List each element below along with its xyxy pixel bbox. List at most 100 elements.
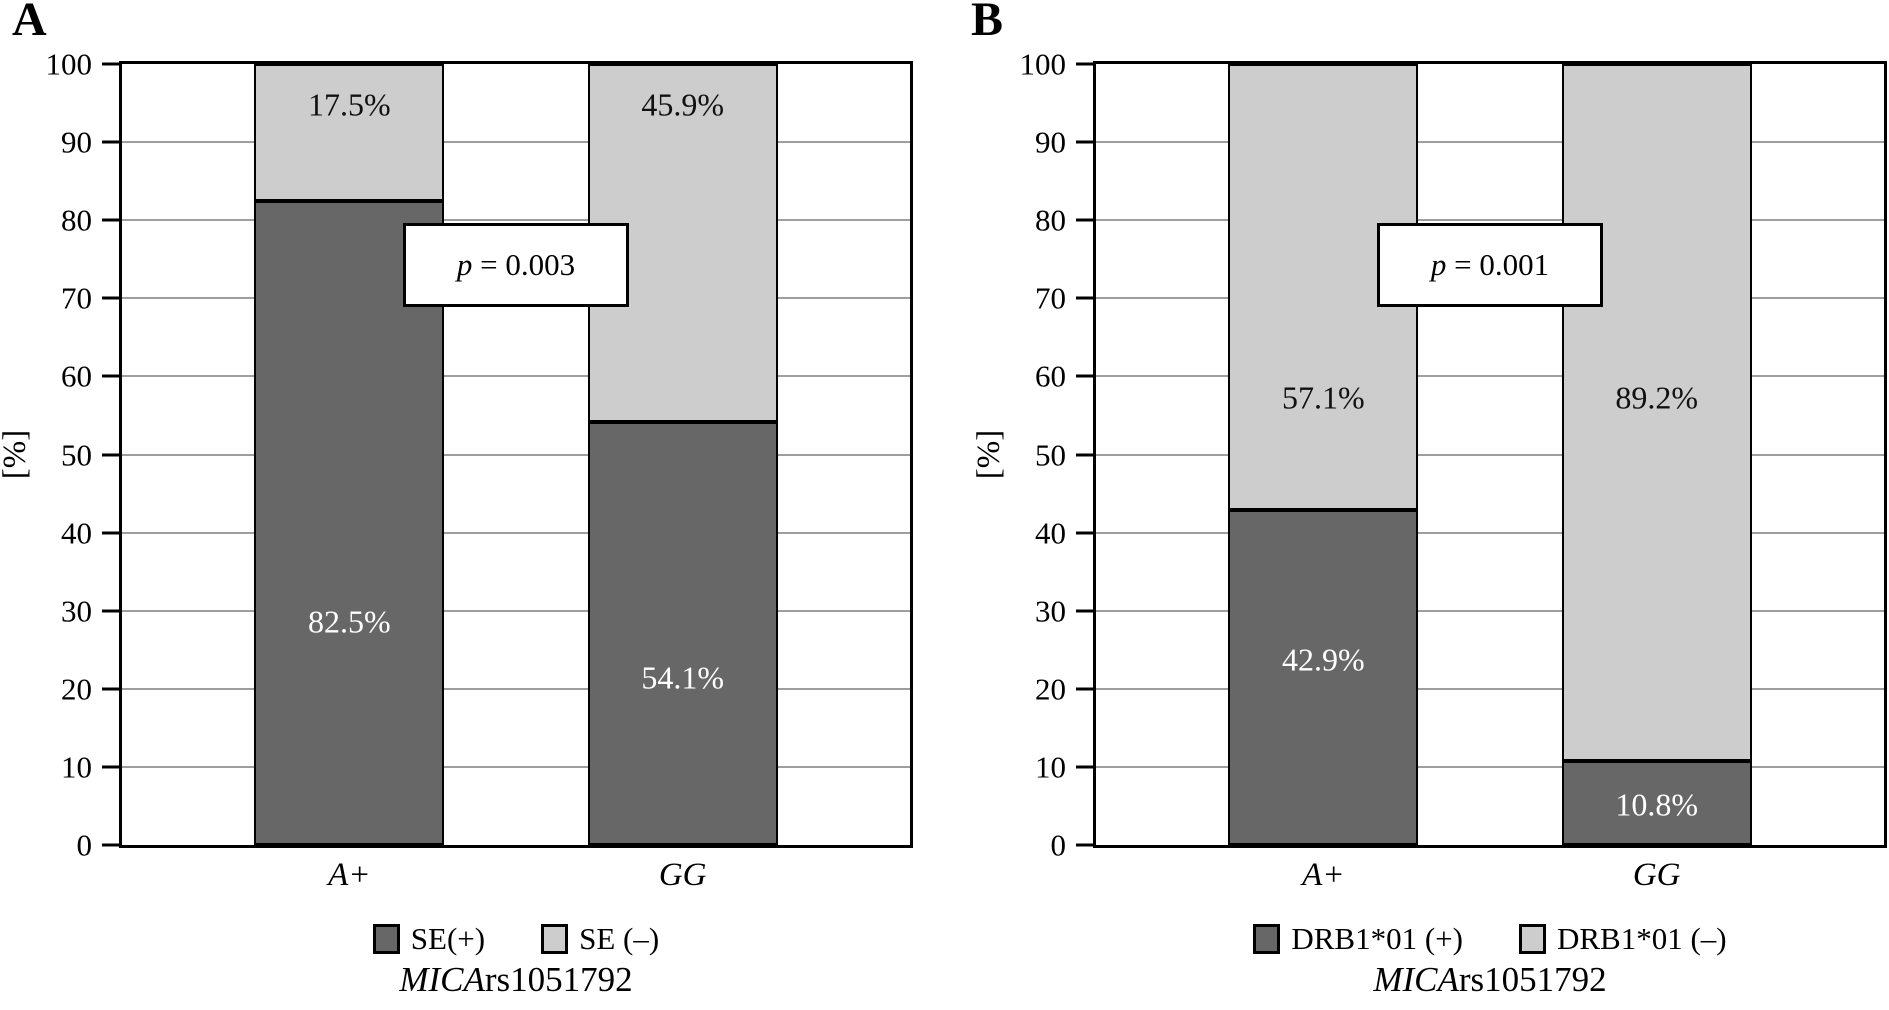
stacked-bar-A+: 82.5% 17.5% xyxy=(254,64,445,845)
y-tick-mark-100 xyxy=(102,62,120,66)
y-tick-label-30: 30 xyxy=(61,593,92,629)
bar-segment-GG-light xyxy=(1561,64,1752,761)
legend-item: DRB1*01 (+) xyxy=(1253,923,1463,954)
y-tick-label-10: 10 xyxy=(61,749,92,785)
segment-value-label: 57.1% xyxy=(1282,379,1365,416)
bar-segment-GG-dark xyxy=(587,422,778,845)
x-axis-title-snp: rs1051792 xyxy=(484,960,633,999)
legend-item: SE(+) xyxy=(372,921,486,956)
stacked-bar-GG: 10.8% 89.2% xyxy=(1561,64,1752,845)
y-tick-mark-40 xyxy=(1076,531,1094,535)
y-tick-label-60: 60 xyxy=(61,358,92,394)
gridline-60 xyxy=(122,375,910,378)
legend-label: SE(+) xyxy=(410,921,486,956)
legend-item: DRB1*01 (–) xyxy=(1518,921,1727,956)
y-tick-label-0: 0 xyxy=(76,827,93,863)
y-tick-mark-50 xyxy=(102,453,120,456)
y-tick-label-50: 50 xyxy=(61,437,92,472)
gridline-20 xyxy=(122,687,910,690)
segment-value-label: 45.9% xyxy=(641,86,724,123)
y-tick-mark-70 xyxy=(1076,296,1094,300)
bar-segment-A+-dark xyxy=(1228,509,1419,845)
gridline-40 xyxy=(1096,531,1884,534)
y-tick-label-80: 80 xyxy=(1035,202,1066,238)
legend-a: SE(+) SE (–) xyxy=(122,923,910,954)
segment-value-label: 54.1% xyxy=(641,659,724,696)
segment-value-label: 10.8% xyxy=(1615,786,1698,823)
y-tick-label-100: 100 xyxy=(1019,46,1067,82)
y-tick-mark-40 xyxy=(102,531,120,535)
legend-label: SE (–) xyxy=(579,921,660,956)
legend-label: DRB1*01 (–) xyxy=(1556,921,1727,956)
y-tick-mark-50 xyxy=(1076,453,1094,456)
category-label-GG: GG xyxy=(658,857,707,893)
legend-label: DRB1*01 (+) xyxy=(1291,921,1463,956)
gridline-50 xyxy=(1096,453,1884,456)
x-axis-title-a: MICArs1051792 xyxy=(122,960,910,1000)
category-label-GG: GG xyxy=(1632,857,1681,893)
y-tick-label-10: 10 xyxy=(1035,749,1066,785)
gridline-80 xyxy=(122,219,910,222)
y-tick-mark-10 xyxy=(1076,765,1094,769)
y-tick-mark-30 xyxy=(102,609,120,613)
y-tick-label-20: 20 xyxy=(61,671,92,707)
panel-label-b: B xyxy=(971,0,1004,46)
y-tick-mark-90 xyxy=(1076,140,1094,144)
y-tick-label-50: 50 xyxy=(1035,437,1066,472)
y-tick-label-70: 70 xyxy=(61,280,92,316)
segment-value-label: 82.5% xyxy=(308,603,391,640)
gridline-10 xyxy=(122,765,910,768)
legend-swatch-light xyxy=(1518,923,1546,954)
gridline-60 xyxy=(1096,375,1884,378)
y-tick-label-60: 60 xyxy=(1035,358,1066,394)
y-tick-label-80: 80 xyxy=(61,202,92,238)
y-tick-mark-80 xyxy=(102,218,120,222)
x-axis-title-gene: MICA xyxy=(1373,960,1459,999)
bar-segment-A+-dark xyxy=(254,200,445,845)
gridline-30 xyxy=(122,609,910,612)
p-value-variable: p xyxy=(1430,247,1447,283)
plot-area-b: [%] p = 0.001 DRB1*01 (+) DRB1*01 (–) MI… xyxy=(972,49,1887,999)
p-value-variable: p xyxy=(456,247,473,283)
gridline-90 xyxy=(122,141,910,144)
legend-item: SE (–) xyxy=(541,923,659,954)
p-value-box-a: p = 0.003 xyxy=(403,223,629,308)
gridline-50 xyxy=(122,453,910,456)
y-tick-mark-0 xyxy=(1076,843,1094,847)
y-tick-mark-70 xyxy=(102,296,120,300)
y-tick-mark-60 xyxy=(102,374,120,378)
y-tick-label-40: 40 xyxy=(1035,515,1066,551)
y-tick-label-90: 90 xyxy=(61,124,92,160)
gridline-20 xyxy=(1096,687,1884,690)
segment-value-label: 17.5% xyxy=(308,86,391,123)
y-tick-label-0: 0 xyxy=(1050,827,1067,863)
y-tick-label-30: 30 xyxy=(1035,593,1066,629)
x-axis-title-gene: MICA xyxy=(399,960,485,999)
y-tick-mark-20 xyxy=(1076,687,1094,691)
y-tick-label-90: 90 xyxy=(1035,124,1066,160)
y-tick-label-20: 20 xyxy=(1035,671,1066,707)
legend-swatch-dark xyxy=(372,923,400,954)
y-tick-mark-20 xyxy=(102,687,120,691)
y-tick-label-70: 70 xyxy=(1035,280,1066,316)
category-label-A+: A+ xyxy=(1302,857,1345,893)
legend-swatch-dark xyxy=(1253,923,1281,954)
y-tick-label-100: 100 xyxy=(45,46,93,82)
y-tick-mark-10 xyxy=(102,765,120,769)
p-value-text: = 0.001 xyxy=(1446,247,1550,283)
segment-value-label: 89.2% xyxy=(1615,379,1698,416)
stacked-bar-A+: 42.9% 57.1% xyxy=(1228,64,1419,845)
plot-area-a: [%] p = 0.003 SE(+) SE (–) MICArs1051792… xyxy=(0,49,913,999)
y-tick-mark-90 xyxy=(102,140,120,144)
gridline-80 xyxy=(1096,219,1884,222)
y-tick-mark-30 xyxy=(1076,609,1094,613)
y-tick-mark-100 xyxy=(1076,62,1094,66)
y-tick-label-40: 40 xyxy=(61,515,92,551)
bar-segment-GG-dark xyxy=(1561,760,1752,845)
segment-value-label: 42.9% xyxy=(1282,641,1365,678)
x-axis-title-b: MICArs1051792 xyxy=(1096,960,1884,1000)
gridline-10 xyxy=(1096,765,1884,768)
category-label-A+: A+ xyxy=(328,857,371,893)
legend-b: DRB1*01 (+) DRB1*01 (–) xyxy=(1096,923,1884,954)
